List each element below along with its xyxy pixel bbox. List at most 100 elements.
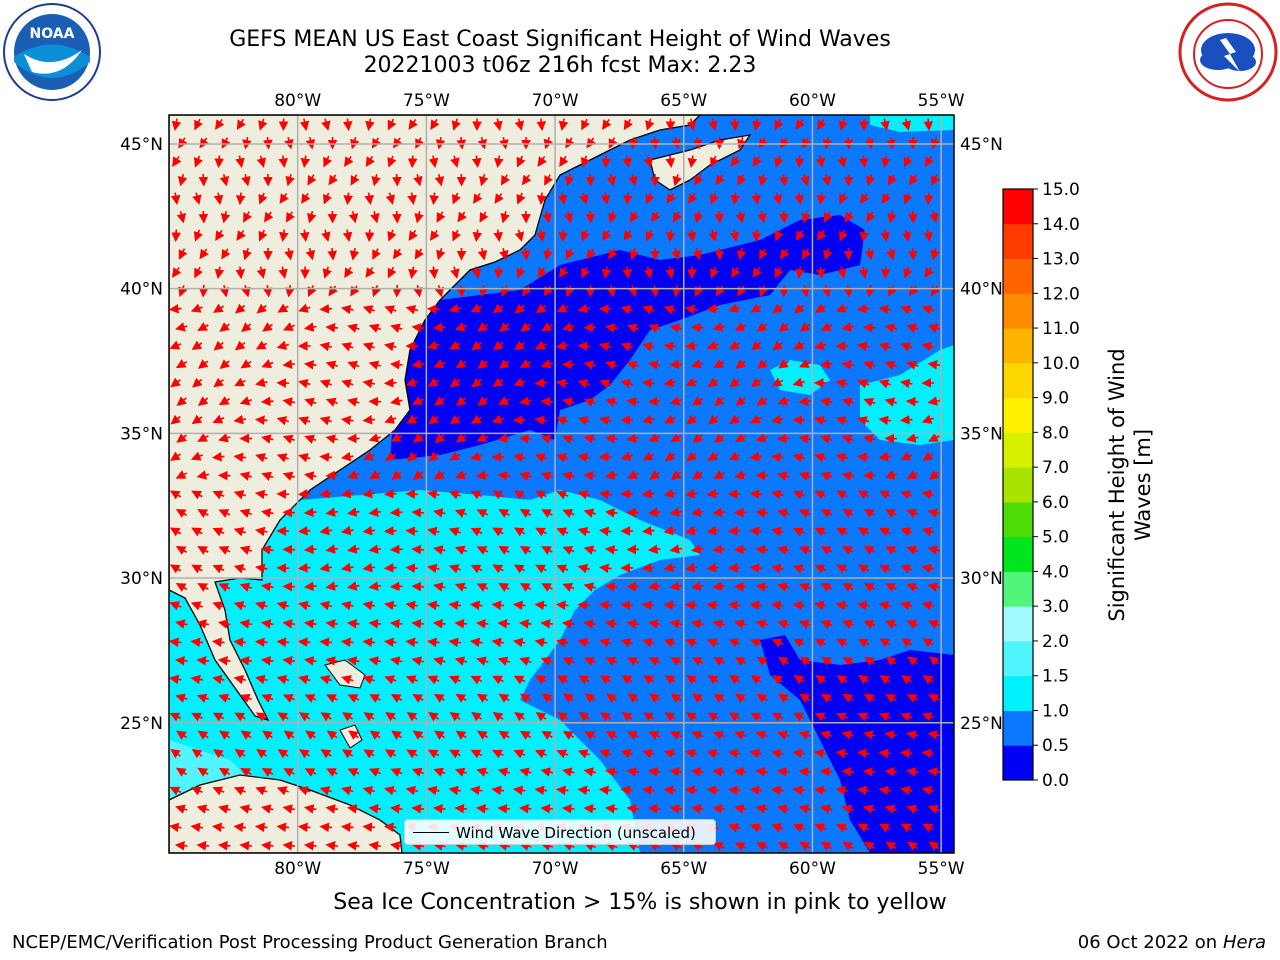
wave-arrow <box>714 247 725 261</box>
wave-arrow <box>905 396 919 407</box>
wave-arrow <box>220 210 231 224</box>
wave-arrow <box>305 136 316 150</box>
wave-arrow <box>750 303 762 313</box>
wave-arrow <box>535 303 547 314</box>
wave-arrow <box>319 379 332 389</box>
wave-arrow <box>371 173 381 187</box>
wave-arrow <box>347 507 360 517</box>
wave-arrow <box>534 600 548 611</box>
wave-arrow <box>254 489 268 500</box>
wave-arrow <box>774 266 784 279</box>
wave-arrow <box>727 785 741 796</box>
wave-arrow <box>686 451 697 462</box>
colorbar-swatch <box>1003 223 1033 260</box>
wave-arrow <box>778 322 790 333</box>
wave-arrow <box>233 601 246 611</box>
wave-arrow <box>842 582 854 592</box>
wave-arrow <box>795 119 805 130</box>
wave-arrow <box>476 509 489 518</box>
wave-arrow <box>371 285 381 298</box>
wave-arrow <box>190 637 204 648</box>
wave-arrow <box>347 656 360 666</box>
lon-label-bottom: 65°W <box>660 859 707 879</box>
wave-arrow <box>239 471 253 481</box>
chart-subtitle: 20221003 t06z 216h fcst Max: 2.23 <box>363 53 757 78</box>
wave-arrow <box>476 656 489 666</box>
wave-arrow <box>297 822 311 833</box>
colorbar-tick-label: 13.0 <box>1042 250 1080 270</box>
wave-arrow <box>906 582 919 592</box>
wave-arrow <box>383 822 397 833</box>
wave-arrow <box>583 657 596 666</box>
wave-arrow <box>814 490 827 500</box>
wave-arrow <box>598 489 612 500</box>
wave-arrow <box>362 378 376 389</box>
lon-label-top: 80°W <box>274 91 321 111</box>
wave-arrow <box>513 452 526 463</box>
wave-arrow <box>519 508 532 518</box>
wave-arrow <box>841 434 854 444</box>
wave-arrow <box>672 284 682 298</box>
wave-arrow <box>494 192 504 204</box>
wave-arrow <box>620 600 634 611</box>
wave-arrow <box>836 638 848 648</box>
wave-arrow <box>581 266 590 279</box>
wave-arrow <box>454 582 467 592</box>
wave-arrow <box>771 489 784 500</box>
wave-arrow <box>735 396 746 406</box>
wave-arrow <box>583 803 597 814</box>
wave-arrow <box>175 470 188 479</box>
wave-arrow <box>821 173 832 187</box>
wave-arrow <box>390 433 403 442</box>
wave-arrow <box>650 211 661 223</box>
map-legend: Wind Wave Direction (unscaled) <box>404 819 716 845</box>
wave-arrow <box>365 155 375 167</box>
wave-arrow <box>755 433 768 443</box>
wave-arrow <box>815 303 827 313</box>
wave-arrow <box>669 507 683 517</box>
wave-arrow <box>362 305 375 315</box>
wave-arrow <box>836 490 848 500</box>
wave-arrow <box>536 118 547 132</box>
wave-arrow <box>866 174 876 187</box>
wave-arrow <box>303 619 317 629</box>
wave-arrow <box>285 211 295 223</box>
wave-arrow <box>885 509 897 518</box>
wave-arrow <box>169 637 182 648</box>
wave-arrow <box>819 766 833 777</box>
wave-arrow <box>734 322 747 331</box>
wave-arrow <box>771 377 784 387</box>
wave-arrow <box>519 545 532 555</box>
colorbar-swatch <box>1003 675 1033 711</box>
wave-arrow <box>599 637 612 648</box>
wave-arrow <box>758 137 768 149</box>
wave-arrow <box>922 638 934 648</box>
wave-arrow <box>843 284 853 298</box>
wave-arrow <box>254 415 268 425</box>
wave-arrow <box>500 210 510 224</box>
wave-arrow <box>255 340 268 350</box>
wave-arrow <box>428 266 439 280</box>
wave-arrow <box>411 581 425 592</box>
wave-arrow <box>928 620 940 629</box>
wave-arrow <box>328 285 338 297</box>
wave-arrow <box>817 229 827 241</box>
wave-arrow <box>341 525 354 536</box>
wave-arrow <box>626 433 640 443</box>
wave-arrow <box>886 136 896 150</box>
wave-arrow <box>556 416 569 426</box>
wave-arrow <box>428 155 439 168</box>
wave-arrow <box>190 451 203 461</box>
lat-labels-right: 45°N 40°N 35°N 30°N 25°N <box>960 135 1003 734</box>
wave-arrow <box>884 470 898 480</box>
wave-arrow <box>392 284 402 298</box>
wave-arrow <box>774 155 784 168</box>
wave-arrow <box>863 397 876 407</box>
wave-arrow <box>427 377 440 387</box>
wave-arrow <box>172 155 182 167</box>
wave-arrow <box>580 155 590 168</box>
wave-arrow <box>282 359 296 369</box>
wave-arrow <box>757 359 768 370</box>
wave-arrow <box>800 173 810 187</box>
wave-arrow <box>555 600 569 611</box>
